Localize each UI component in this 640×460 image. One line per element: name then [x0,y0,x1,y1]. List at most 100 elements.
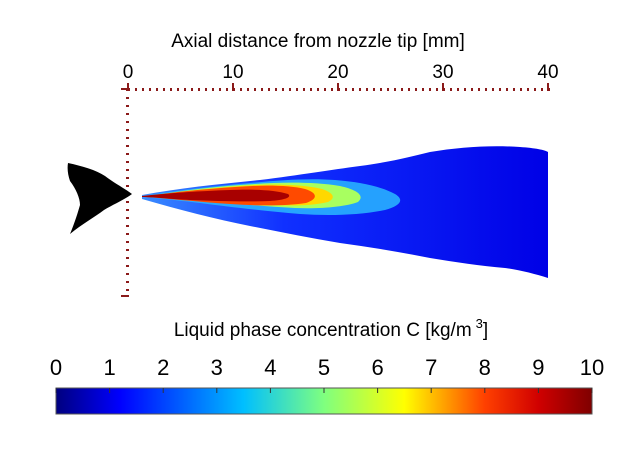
colorbar-tick [269,388,271,393]
x-axis-dot [212,88,214,91]
x-axis-dot [184,88,186,91]
y-axis-dot [126,137,129,139]
colorbar-tick [109,388,111,393]
y-axis-dot [126,153,129,155]
colorbar-tick-label: 9 [532,355,544,380]
x-axis-dot [464,88,466,91]
x-axis-dot [247,88,249,91]
x-axis-dot [317,88,319,91]
spray-core-region [142,189,290,202]
top-axis: 0 10 20 30 40 [123,62,559,91]
x-axis-dot [429,88,431,91]
y-axis-dot [126,225,129,227]
x-axis-dot [513,88,515,91]
x-axis-dot [387,88,389,91]
x-axis-dot [366,88,368,91]
colorbar-tick-label: 5 [318,355,330,380]
x-axis-dot [240,88,242,91]
x-axis-tick-label: 0 [123,62,134,83]
x-axis-dot [289,88,291,91]
colorbar-tick [216,388,218,393]
x-axis-dot [499,88,501,91]
x-axis-dot [268,88,270,91]
colorbar-gradient [55,387,593,415]
x-axis-dot [254,88,256,91]
spray-plume [142,146,548,278]
x-axis-tick-label: 20 [327,62,348,83]
colorbar-tick-label: 1 [103,355,115,380]
y-axis-dot [126,257,129,259]
y-axis-end-tick [121,88,129,90]
y-axis-dot [126,241,129,243]
x-axis-dot [135,88,137,91]
x-axis-dot [163,88,165,91]
y-axis-dot [126,249,129,251]
y-axis-dot [126,217,129,219]
x-axis-tick [232,83,234,91]
x-axis-dot [275,88,277,91]
y-axis-dot [126,169,129,171]
colorbar-tick-label: 8 [479,355,491,380]
y-axis-dot [126,97,129,99]
x-axis-dot [282,88,284,91]
x-axis-dot [394,88,396,91]
x-axis-dot [506,88,508,91]
y-axis-dot [126,129,129,131]
x-axis-dot [142,88,144,91]
colorbar-ticks: 0 1 2 3 4 5 6 7 8 9 10 [50,355,604,393]
x-axis-dot [226,88,228,91]
x-axis-dot [191,88,193,91]
y-axis-dot [126,281,129,283]
y-axis-dot [126,161,129,163]
x-axis-dot [331,88,333,91]
x-axis-tick-label: 30 [432,62,453,83]
colorbar-tick-label: 4 [264,355,276,380]
y-axis-dot [126,265,129,267]
y-axis-dot [126,289,129,291]
x-axis-dot [310,88,312,91]
x-axis-dot [303,88,305,91]
colorbar-title-superscript: 3 [476,316,483,331]
y-axis-end-tick [121,295,129,297]
x-axis-dot [450,88,452,91]
x-axis-dot [219,88,221,91]
x-axis-dot [408,88,410,91]
y-axis-dot [126,185,129,187]
x-axis-dot [198,88,200,91]
y-axis-dot [126,145,129,147]
colorbar-tick [377,388,379,393]
x-axis-dot [401,88,403,91]
y-axis-dot [126,201,129,203]
y-axis-dot [126,209,129,211]
colorbar-tick-label: 7 [425,355,437,380]
x-axis-dot [324,88,326,91]
x-axis-dot [261,88,263,91]
x-axis-dot [492,88,494,91]
x-axis-dot [380,88,382,91]
x-axis-dot [457,88,459,91]
x-axis-dot [527,88,529,91]
x-axis-dot [156,88,158,91]
left-axis [121,88,129,297]
colorbar-tick-label: 10 [580,355,604,380]
x-axis-dot [177,88,179,91]
x-axis-tick-label: 40 [537,62,558,83]
colorbar-tick [537,388,539,393]
colorbar-tick [430,388,432,393]
colorbar-tick-label: 6 [371,355,383,380]
x-axis-dot [534,88,536,91]
colorbar-tick [162,388,164,393]
colorbar-tick [323,388,325,393]
colorbar-tick [484,388,486,393]
colorbar-tick-label: 0 [50,355,62,380]
x-axis-tick [127,83,129,91]
x-axis-dot [352,88,354,91]
x-axis-dot [170,88,172,91]
y-axis-dot [126,273,129,275]
x-axis-dot [485,88,487,91]
x-axis-dot [205,88,207,91]
y-axis-dot [126,113,129,115]
y-axis-dot [126,233,129,235]
x-axis-dot [520,88,522,91]
x-axis-dot [345,88,347,91]
